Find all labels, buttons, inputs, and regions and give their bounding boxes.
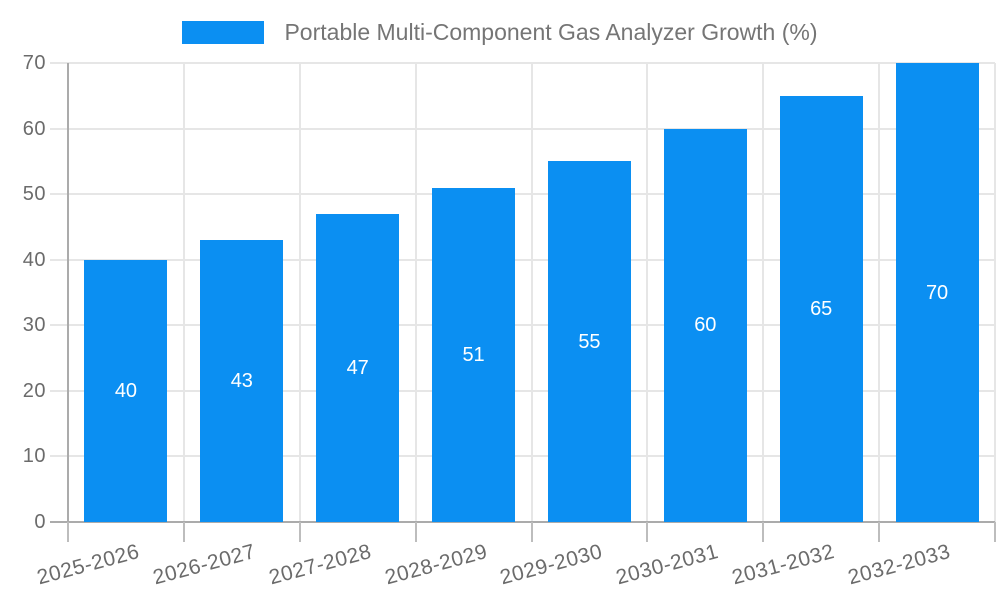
x-axis-tick-mark: [414, 522, 417, 542]
bar-value-label: 55: [578, 330, 601, 353]
bar-value-label: 43: [230, 370, 253, 393]
bar-value-label: 70: [925, 281, 949, 304]
v-gridline: [994, 63, 996, 522]
bar-2028-2029[interactable]: [432, 187, 516, 522]
x-axis-tick-mark: [182, 522, 185, 542]
bar-value-label: 65: [810, 297, 833, 320]
v-gridline: [762, 63, 765, 522]
bar-value-label: 51: [462, 343, 485, 366]
bar-2026-2027[interactable]: [200, 240, 284, 522]
x-axis-tick-mark: [646, 522, 649, 542]
x-axis-tick-mark: [994, 522, 996, 542]
x-axis-tick-mark: [67, 522, 69, 542]
bar-2027-2028[interactable]: [316, 213, 400, 522]
x-axis-baseline: [50, 521, 995, 523]
bar-2030-2031[interactable]: [663, 128, 747, 522]
h-gridline: [50, 389, 995, 392]
y-axis-tick-label: 20: [22, 379, 46, 402]
v-gridline: [182, 63, 185, 522]
h-gridline: [50, 258, 995, 261]
bar-value-label: 47: [346, 356, 369, 379]
y-axis-tick-label: 70: [22, 52, 46, 74]
y-axis-tick-label: 40: [22, 248, 46, 271]
h-gridline: [50, 62, 995, 64]
v-gridline: [646, 63, 649, 522]
x-axis-tick-mark: [530, 522, 533, 542]
legend: Portable Multi-Component Gas Analyzer Gr…: [0, 18, 1000, 45]
bar-2029-2030[interactable]: [547, 161, 631, 522]
y-axis-tick-label: 0: [34, 511, 46, 533]
v-gridline: [530, 63, 533, 522]
v-gridline: [414, 63, 417, 522]
x-axis-tick-mark: [298, 522, 301, 542]
v-gridline: [298, 63, 301, 522]
h-gridline: [50, 193, 995, 196]
v-gridline: [878, 63, 881, 522]
bar-2025-2026[interactable]: [84, 259, 168, 522]
y-axis-tick-label: 30: [22, 314, 46, 337]
legend-label: Portable Multi-Component Gas Analyzer Gr…: [284, 18, 818, 45]
y-axis-tick-label: 50: [22, 183, 46, 206]
x-axis-tick-mark: [762, 522, 765, 542]
legend-swatch: [182, 20, 265, 44]
h-gridline: [50, 324, 995, 327]
h-gridline: [50, 127, 995, 130]
y-axis-tick-label: 60: [22, 117, 46, 140]
y-axis-line: [67, 63, 69, 522]
bar-2031-2032[interactable]: [779, 95, 863, 522]
bar-value-label: 60: [694, 314, 717, 337]
h-gridline: [50, 455, 995, 458]
bar-2032-2033[interactable]: [895, 63, 979, 522]
bar-value-label: 40: [114, 379, 138, 402]
y-axis-tick-label: 10: [22, 445, 46, 468]
x-axis-tick-mark: [878, 522, 881, 542]
